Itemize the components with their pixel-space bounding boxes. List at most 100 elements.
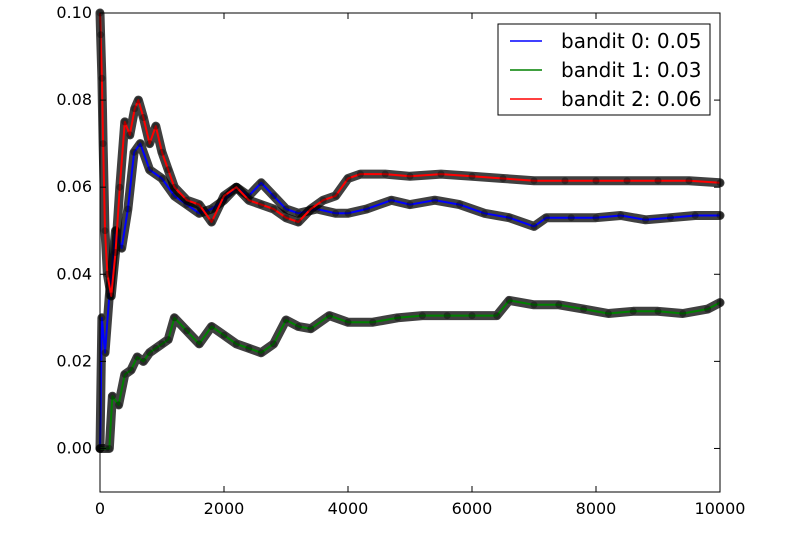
series-2-point	[139, 114, 147, 121]
y-tick-label: 0.06	[56, 177, 92, 196]
series-2-point	[112, 249, 119, 256]
legend-label: bandit 1: 0.03	[561, 58, 701, 82]
y-tick-label: 0.08	[56, 90, 92, 109]
series-2-point	[220, 192, 228, 200]
series-1-point	[102, 445, 110, 452]
series-1-point	[493, 312, 501, 320]
series-1-point	[257, 349, 265, 357]
legend: bandit 0: 0.05 bandit 1: 0.03 bandit 2: 0.…	[497, 23, 711, 116]
plot-frame	[99, 12, 721, 493]
series-0-point	[101, 349, 109, 357]
series-2-point	[319, 196, 327, 204]
series-1-point	[307, 325, 315, 333]
series-1-point	[394, 314, 402, 322]
series-0-point	[542, 214, 550, 222]
series-2	[95, 8, 725, 301]
series-2-point	[126, 131, 134, 139]
series-2-point	[344, 175, 352, 182]
series-1-point	[604, 310, 612, 317]
y-tick-label: 0.02	[56, 351, 92, 370]
series-2-point	[561, 177, 569, 185]
series-2-point	[381, 170, 389, 178]
series-1-point	[183, 327, 191, 335]
series-1-point	[325, 312, 333, 320]
series-0-point	[666, 214, 674, 222]
series-2-point	[101, 227, 109, 235]
series-2-point	[146, 140, 154, 148]
series-2-point	[152, 122, 160, 130]
series-0-point	[505, 214, 513, 222]
series-0-point	[480, 209, 488, 217]
series-1-point	[170, 314, 178, 322]
series-0-point	[530, 222, 538, 230]
series-1-point	[282, 316, 290, 324]
series-2-point	[98, 74, 106, 82]
series-2-point	[183, 196, 191, 204]
series-2-point	[131, 105, 139, 113]
series-1-point	[152, 344, 160, 352]
series-2-point	[103, 270, 111, 278]
series-2-point	[121, 118, 129, 126]
series-0-point	[270, 192, 278, 200]
series-0-point	[617, 212, 625, 219]
series-0-line	[99, 142, 720, 449]
series-2-point	[245, 196, 253, 204]
series-1-point	[468, 312, 476, 320]
series-1-point	[158, 340, 166, 348]
series-1-point	[580, 305, 588, 313]
plot-area	[95, 8, 725, 493]
series-2-point	[158, 148, 166, 156]
series-1-point	[530, 301, 538, 309]
series-2-point	[257, 201, 265, 209]
series-2-point	[97, 31, 105, 39]
series-1-point	[121, 370, 129, 378]
series-2-point	[406, 172, 414, 180]
series-2-point	[170, 183, 178, 191]
series-1-line	[100, 299, 721, 450]
series-1-point	[270, 340, 278, 348]
series-2-point	[592, 177, 600, 185]
series-2-point	[654, 177, 662, 185]
y-tick-label: 0.04	[56, 264, 92, 283]
series-1-point	[195, 340, 203, 348]
series-2-point	[208, 218, 216, 226]
series-1-point	[133, 353, 141, 361]
series-0-point	[282, 205, 290, 213]
y-tick-label: 0.10	[56, 3, 92, 22]
series-1-point	[232, 340, 240, 348]
series-2-point	[685, 177, 693, 185]
x-tick-label: 10000	[695, 499, 746, 518]
series-2-point	[437, 170, 445, 178]
series-1-point	[679, 310, 687, 317]
series-1-point	[654, 307, 662, 315]
series-2-point	[134, 96, 142, 104]
series-1-point	[629, 307, 637, 315]
series-0-point	[332, 209, 340, 217]
series-1-point	[164, 336, 172, 344]
series-2-point	[623, 177, 631, 185]
series-2-point	[294, 218, 302, 226]
series-0-point	[567, 214, 575, 222]
series-0-point	[406, 201, 414, 209]
x-tick-label: 4000	[328, 499, 369, 518]
series-0-point	[136, 140, 144, 148]
x-tick-label: 8000	[576, 499, 617, 518]
series-0-point	[124, 205, 132, 213]
x-tick-label: 0	[95, 499, 105, 518]
series-2-point	[332, 192, 340, 200]
y-tick-label: 0.00	[56, 438, 92, 457]
series-1-point	[505, 296, 513, 304]
series-2-point	[99, 140, 107, 148]
series-2-point	[164, 166, 172, 174]
series-1-point	[344, 318, 352, 326]
series-2-point	[356, 170, 364, 178]
series-2-point	[307, 205, 315, 213]
series-1-point	[139, 357, 147, 365]
series-1-point	[220, 331, 228, 339]
series-2-point	[107, 292, 115, 300]
series-2-point	[116, 183, 124, 191]
series-0-point	[456, 201, 464, 209]
series-1-point	[146, 349, 154, 357]
series-1-point	[208, 323, 216, 330]
